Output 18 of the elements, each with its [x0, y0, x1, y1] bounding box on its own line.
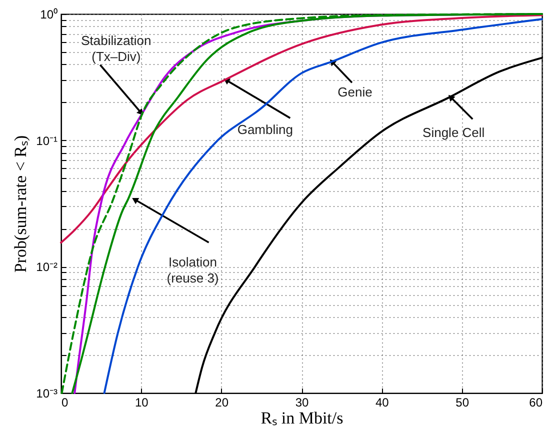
y-tick-label: 10⁻¹ [36, 134, 58, 148]
x-tick-label: 10 [134, 396, 149, 410]
y-axis-title: Prob(sum-rate < Rₛ) [11, 135, 30, 273]
y-tick-label: 10⁻² [36, 260, 58, 274]
x-tick-label: 40 [375, 396, 390, 410]
annotation: Single Cell [422, 125, 485, 140]
x-tick-label: 50 [456, 396, 470, 410]
annotation: Stabilization (Tx–Div) [81, 32, 152, 64]
y-tick-label: 10⁻³ [36, 386, 58, 400]
x-axis-title: Rₛ in Mbit/s [260, 408, 344, 428]
x-tick-label: 0 [62, 396, 68, 410]
y-tick-label: 10⁰ [40, 8, 58, 22]
x-tick-label: 20 [215, 396, 229, 410]
x-tick-label: 60 [529, 396, 543, 410]
x-tick-label: 30 [295, 396, 309, 410]
annotation: Gambling [237, 122, 293, 138]
annotation: Isolation (reuse 3) [166, 254, 219, 286]
annotation: Genie [338, 84, 372, 100]
